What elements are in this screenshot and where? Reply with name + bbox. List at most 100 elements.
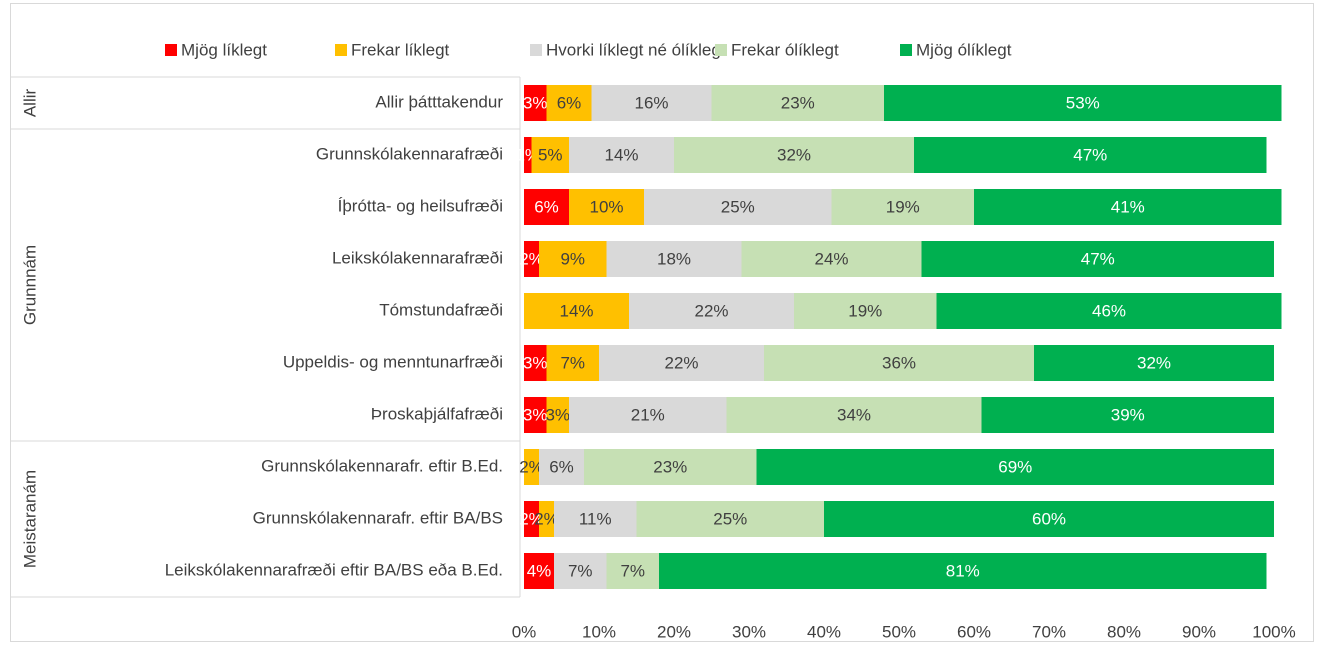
data-label: 6% [534,197,559,216]
x-tick-label: 20% [657,622,691,641]
x-tick-label: 90% [1182,622,1216,641]
data-label: 47% [1073,145,1107,164]
category-label: Grunnskólakennarafræði [316,144,503,163]
data-label: 41% [1111,197,1145,216]
bar-segment [629,293,794,329]
legend-swatch [900,44,912,56]
bar-segment [914,137,1267,173]
category-label: Leikskólakennarafræði eftir BA/BS eða B.… [165,560,503,579]
bar-segment [524,345,547,381]
category-label: Tómstundafræði [379,300,503,319]
data-label: 23% [653,457,687,476]
bar-segment [824,501,1274,537]
data-label: 14% [604,145,638,164]
data-label: 14% [559,301,593,320]
data-label: 19% [886,197,920,216]
data-label: 6% [549,457,574,476]
bar-segment [539,501,554,537]
bar-segment [524,397,547,433]
bar-segment [524,137,532,173]
bar-segment [606,553,659,589]
bar-segment [674,137,914,173]
legend-swatch [715,44,727,56]
category-label: Leikskólakennarafræði [332,248,503,267]
group-label: Grunnnám [20,245,39,325]
data-label: 36% [882,353,916,372]
bar-segment [659,553,1267,589]
group-label: Meistaranám [20,470,39,568]
category-label: Grunnskólakennarafr. eftir BA/BS [253,508,503,527]
data-label: 22% [694,301,728,320]
legend-swatch [530,44,542,56]
bar-segment [539,449,584,485]
data-label: 69% [998,457,1032,476]
x-tick-label: 70% [1032,622,1066,641]
bar-segment [764,345,1034,381]
x-tick-label: 40% [807,622,841,641]
x-tick-label: 10% [582,622,616,641]
category-label: Íþrótta- og heilsufræði [338,196,503,215]
data-label: 21% [631,405,665,424]
bar-segment [756,449,1274,485]
legend-label: Frekar líklegt [351,40,450,59]
bar-segment [554,553,607,589]
bar-segment [524,553,554,589]
data-label: 3% [523,93,548,112]
bar-segment [524,501,539,537]
x-tick-label: 30% [732,622,766,641]
data-label: 39% [1111,405,1145,424]
bar-segment [524,449,539,485]
bar-segment [921,241,1274,277]
bar-segment [524,189,569,225]
data-label: 32% [1137,353,1171,372]
bar-segment [546,345,599,381]
bar-segment [831,189,974,225]
bar-segment [539,241,607,277]
bar-segment [554,501,637,537]
bar-segment [546,397,569,433]
x-tick-label: 60% [957,622,991,641]
category-label: Allir þátttakendur [375,92,503,111]
legend-label: Mjög líklegt [181,40,267,59]
legend-label: Hvorki líklegt né ólíklegt [546,40,726,59]
bar-segment [584,449,757,485]
data-label: 3% [523,405,548,424]
category-label: Uppeldis- og menntunarfræði [283,352,503,371]
data-label: 22% [664,353,698,372]
data-label: 2% [519,249,544,268]
data-label: 19% [848,301,882,320]
bar-segment [741,241,922,277]
category-label: Grunnskólakennarafr. eftir B.Ed. [261,456,503,475]
bar-segment [524,293,629,329]
bar-segment [569,397,727,433]
data-label: 7% [560,353,585,372]
data-label: 34% [837,405,871,424]
data-label: 47% [1081,249,1115,268]
data-label: 4% [527,561,552,580]
data-label: 24% [814,249,848,268]
data-label: 60% [1032,509,1066,528]
bar-segment [644,189,832,225]
data-label: 7% [568,561,593,580]
bar-segment [569,137,674,173]
bar-segment [726,397,982,433]
data-label: 2% [519,457,544,476]
bar-segment [636,501,824,537]
data-label: 18% [657,249,691,268]
bar-segment [524,85,547,121]
bar-segment [981,397,1274,433]
data-label: 3% [545,405,570,424]
bar-segment [711,85,884,121]
legend-label: Frekar ólíklegt [731,40,839,59]
legend-label: Mjög ólíklegt [916,40,1012,59]
bar-segment [936,293,1282,329]
x-tick-label: 0% [512,622,537,641]
data-label: 32% [777,145,811,164]
chart-frame [10,3,1314,642]
legend-swatch [335,44,347,56]
data-label: 25% [713,509,747,528]
category-label: Þroskaþjálfafræði [371,404,503,423]
x-tick-label: 50% [882,622,916,641]
data-label: 25% [721,197,755,216]
